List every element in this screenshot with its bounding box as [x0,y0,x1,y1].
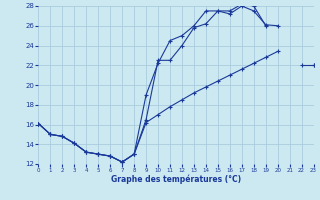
X-axis label: Graphe des températures (°C): Graphe des températures (°C) [111,175,241,184]
